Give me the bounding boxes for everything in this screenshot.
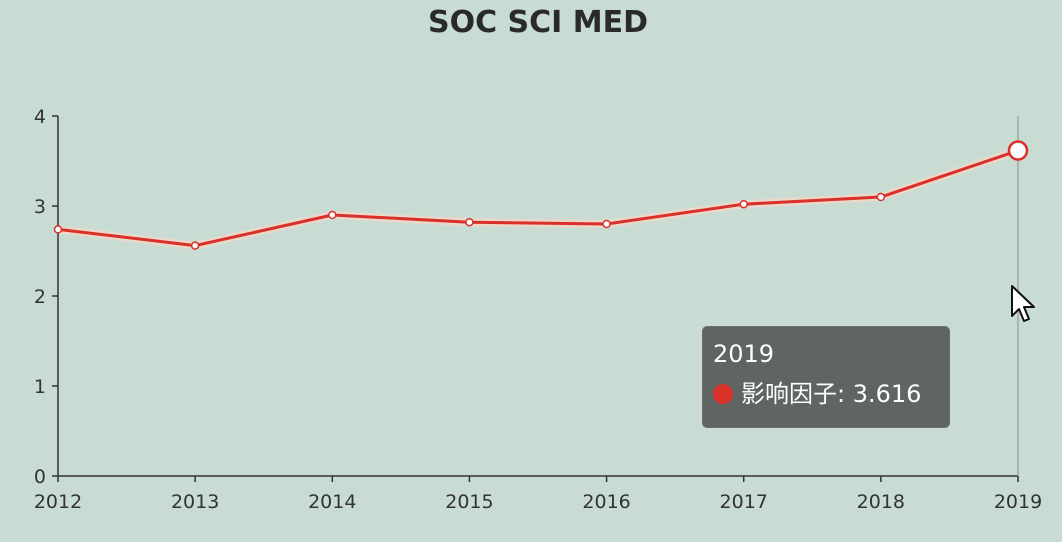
data-tooltip: 2019 影响因子: 3.616: [702, 326, 950, 428]
series-layer: [53, 140, 1029, 250]
y-tick-label: 3: [34, 196, 46, 218]
tooltip-value: 影响因子: 3.616: [741, 380, 922, 408]
x-tick-label: 2018: [857, 491, 905, 513]
data-point: [190, 241, 200, 250]
data-point-highlighted: [1007, 140, 1029, 161]
x-tick-label: 2017: [720, 491, 768, 513]
data-point: [602, 219, 611, 229]
series-line: [56, 149, 1020, 248]
series-color-dot-icon: [713, 384, 733, 404]
data-point: [465, 217, 474, 227]
x-tick-label: 2016: [582, 491, 630, 513]
chart-title: SOC SCI MED: [428, 5, 648, 40]
y-tick-label: 0: [34, 466, 46, 488]
y-tick-label: 4: [34, 106, 46, 128]
y-tick-label: 2: [34, 286, 46, 308]
data-point: [53, 225, 63, 234]
tooltip-row: 影响因子: 3.616: [713, 379, 939, 409]
tooltip-title: 2019: [713, 340, 775, 368]
data-point: [876, 192, 886, 202]
x-tick-label: 2019: [994, 491, 1042, 513]
x-tick-label: 2012: [34, 491, 82, 513]
axes: 0 1 2 3 4 2012 2013 2014 2015 2016 2017 2018 2019: [34, 106, 1042, 513]
mouse-pointer-icon: [1011, 285, 1035, 322]
x-tick-label: 2014: [308, 491, 356, 513]
data-point: [328, 210, 337, 220]
y-tick-label: 1: [34, 376, 46, 398]
x-tick-label: 2015: [445, 491, 493, 513]
data-point: [739, 199, 748, 209]
x-tick-label: 2013: [171, 491, 219, 513]
